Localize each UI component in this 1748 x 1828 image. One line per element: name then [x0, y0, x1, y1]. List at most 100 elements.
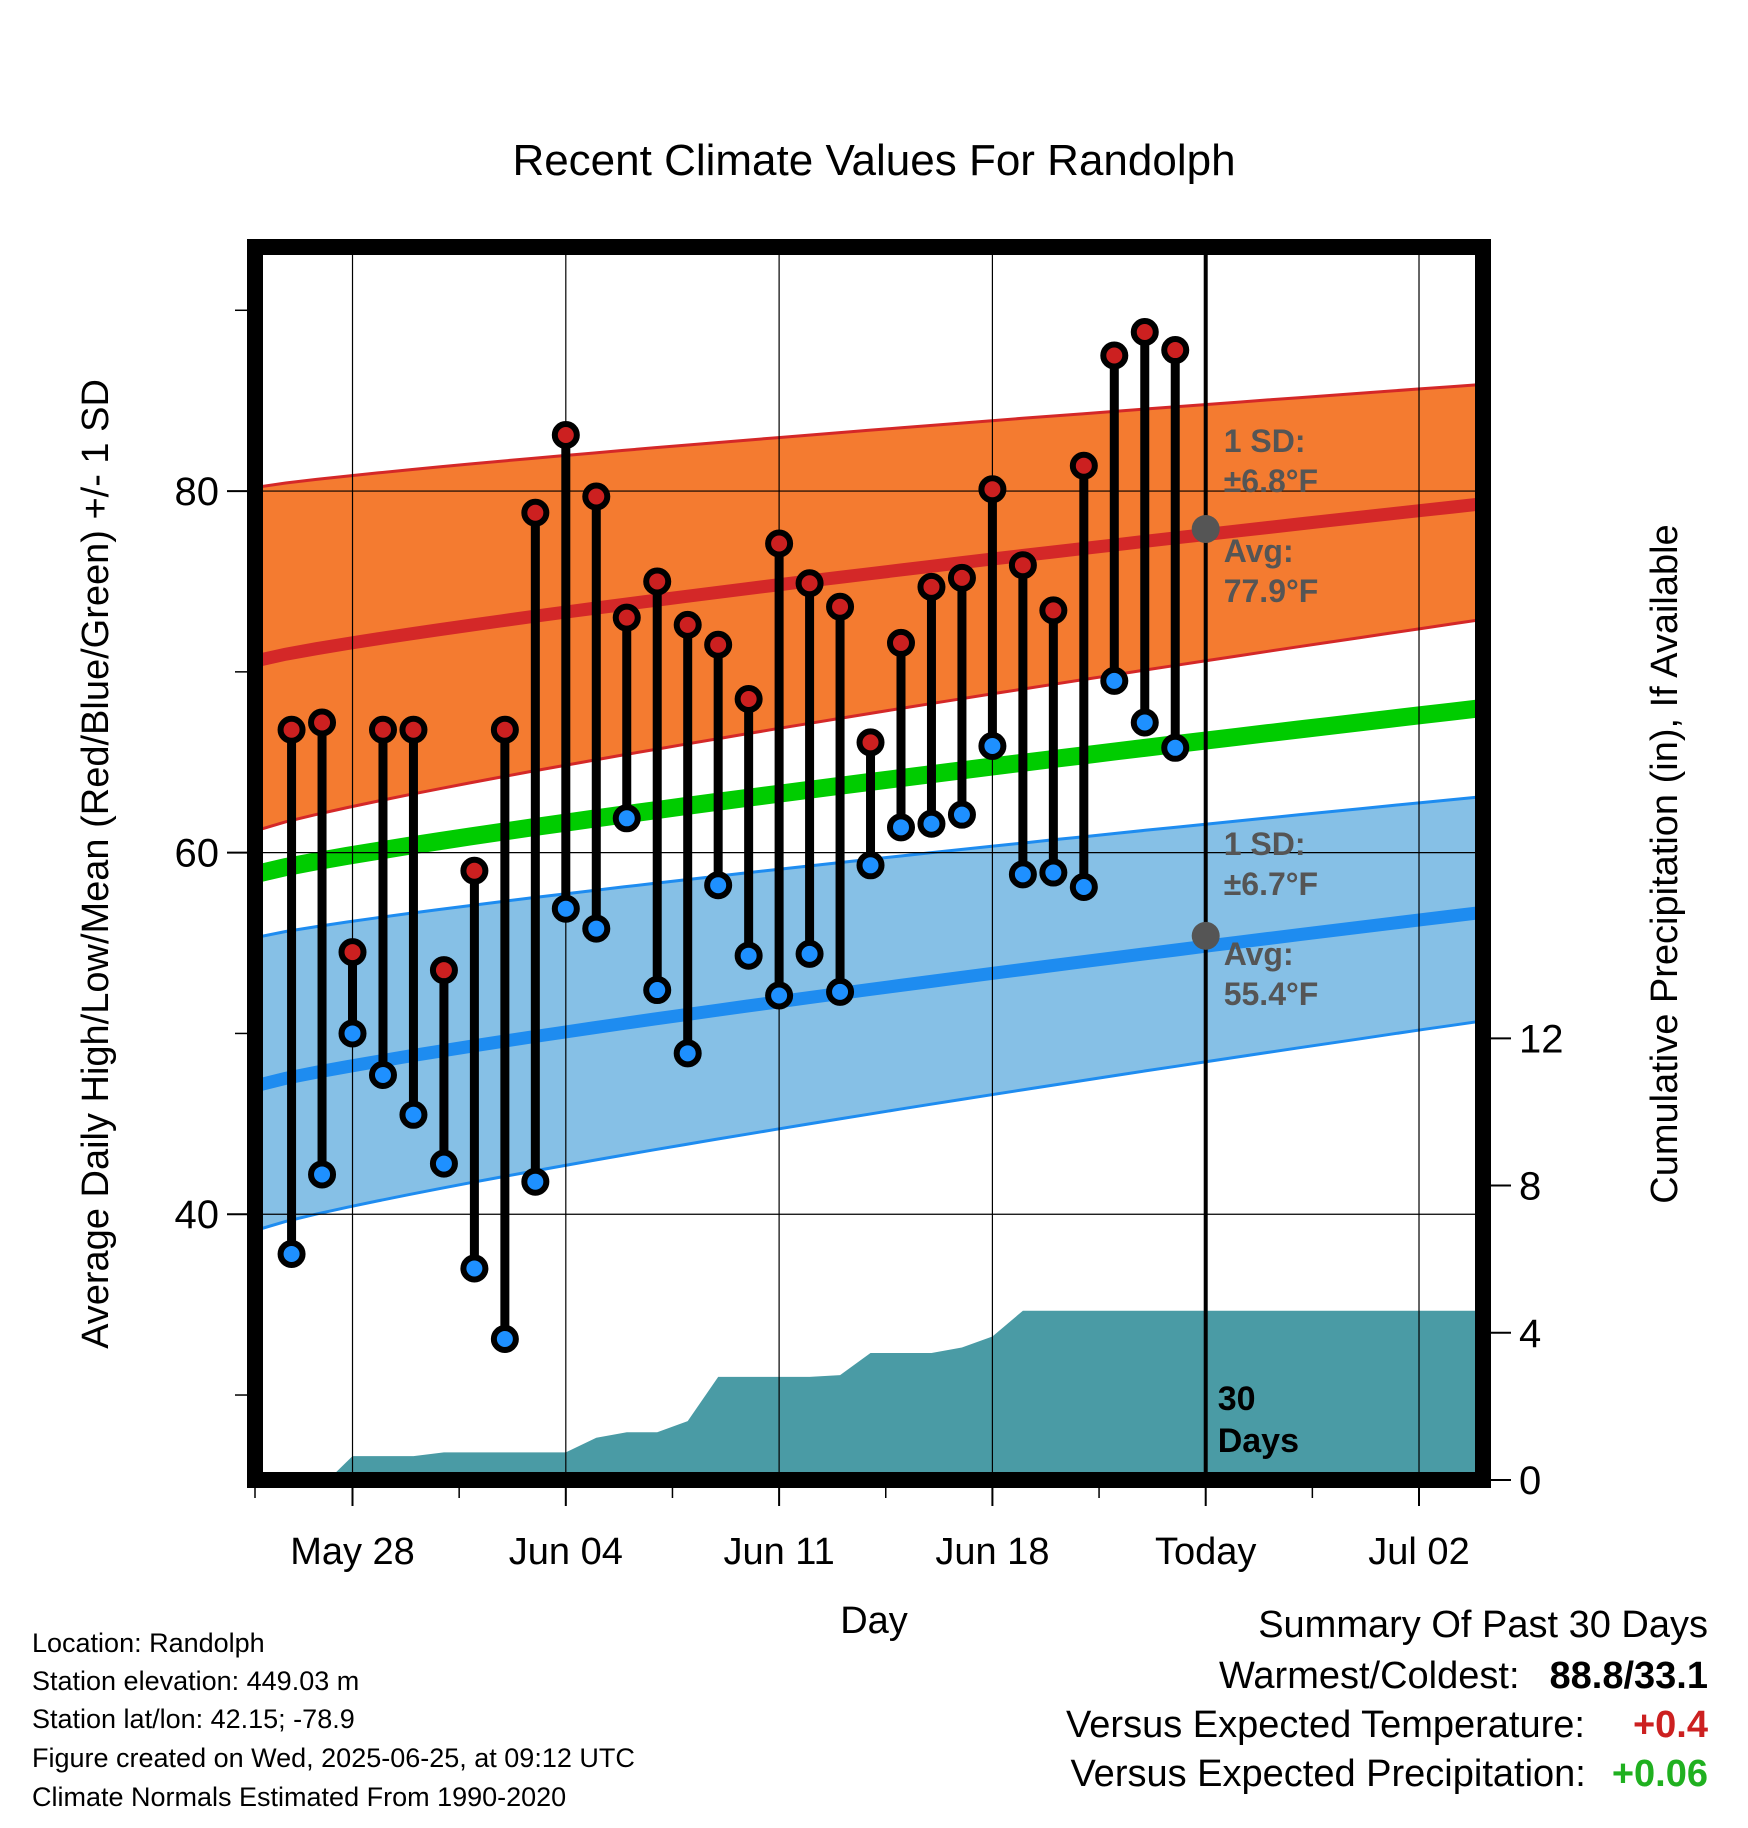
high-point — [338, 938, 367, 967]
x-tick-label: Jun 18 — [935, 1531, 1049, 1573]
y2-tick-label: 0 — [1519, 1459, 1541, 1503]
x-axis-label: Day — [840, 1600, 908, 1642]
low-point — [917, 809, 946, 838]
high-point — [460, 856, 489, 885]
y-tick-label: 80 — [175, 470, 220, 514]
low-point — [308, 1160, 337, 1189]
footer-created: Figure created on Wed, 2025-06-25, at 09… — [32, 1743, 635, 1773]
high-point — [643, 567, 672, 596]
low-point — [521, 1167, 550, 1196]
high-point — [1161, 336, 1190, 365]
high-point — [947, 563, 976, 592]
high-avg-label: Avg: — [1224, 533, 1294, 569]
high-point — [765, 529, 794, 558]
summary-warm-cold-value: 88.8/33.1 — [1549, 1655, 1708, 1697]
precipitation-area — [328, 1310, 1483, 1480]
x-tick-label: Jun 11 — [723, 1531, 834, 1573]
low-point — [490, 1324, 519, 1353]
footer-location: Location: Randolph — [32, 1628, 265, 1658]
summary-precip-value: +0.06 — [1611, 1753, 1708, 1795]
footer-latlon: Station lat/lon: 42.15; -78.9 — [32, 1704, 355, 1734]
y2-tick-label: 8 — [1519, 1165, 1541, 1209]
low-point — [1039, 858, 1068, 887]
low-point — [704, 871, 733, 900]
high-point — [1069, 451, 1098, 480]
low-sd-label: 1 SD: — [1224, 826, 1306, 862]
chart-title: Recent Climate Values For Randolph — [512, 136, 1235, 185]
low-sd-value: ±6.7°F — [1224, 866, 1318, 902]
high-point — [1100, 341, 1129, 370]
plot-area — [255, 247, 1483, 1480]
high-point — [673, 610, 702, 639]
high-point — [1008, 551, 1037, 580]
high-point — [368, 715, 397, 744]
low-avg-line — [255, 905, 1483, 1093]
high-point — [1130, 317, 1159, 346]
y-tick-label: 60 — [175, 832, 220, 876]
high-point — [1039, 596, 1068, 625]
low-point — [765, 981, 794, 1010]
low-point — [826, 977, 855, 1006]
y2-tick-label: 4 — [1519, 1312, 1541, 1356]
days-unit-label: Days — [1218, 1422, 1299, 1460]
low-point — [1008, 860, 1037, 889]
low-point — [1069, 873, 1098, 902]
x-tick-label: May 28 — [290, 1531, 415, 1573]
high-point — [795, 569, 824, 598]
summary-warm-cold-label: Warmest/Coldest: — [1218, 1655, 1520, 1697]
high-avg-line — [255, 497, 1483, 668]
high-point — [582, 482, 611, 511]
summary-warm-cold-row: Warmest/Coldest: 88.8/33.1 — [1219, 1655, 1708, 1698]
summary-precip-label: Versus Expected Precipitation: — [1070, 1753, 1586, 1795]
high-avg-value: 77.9°F — [1224, 573, 1319, 609]
high-sd-value: ±6.8°F — [1224, 463, 1318, 499]
low-point — [978, 731, 1007, 760]
low-avg-label: Avg: — [1224, 936, 1294, 972]
low-point — [399, 1100, 428, 1129]
high-point — [277, 715, 306, 744]
low-point — [643, 976, 672, 1005]
low-point — [551, 894, 580, 923]
low-point — [734, 941, 763, 970]
low-point — [673, 1039, 702, 1068]
high-point — [856, 728, 885, 757]
high-point — [704, 630, 733, 659]
days-count-label: 30 — [1218, 1380, 1256, 1418]
plot-frame — [247, 239, 1491, 1488]
high-sd-label: 1 SD: — [1224, 423, 1306, 459]
high-point — [551, 421, 580, 450]
low-point — [795, 939, 824, 968]
summary-precip-row: Versus Expected Precipitation: +0.06 — [1070, 1753, 1708, 1796]
low-point — [612, 804, 641, 833]
footer-elevation: Station elevation: 449.03 m — [32, 1666, 360, 1696]
footer-normals: Climate Normals Estimated From 1990-2020 — [32, 1782, 567, 1812]
x-tick-label: Jun 04 — [509, 1531, 623, 1573]
high-point — [978, 475, 1007, 504]
y2-tick-label: 12 — [1519, 1017, 1564, 1061]
low-point — [1161, 733, 1190, 762]
high-point — [612, 603, 641, 632]
low-point — [582, 914, 611, 943]
low-point — [1100, 666, 1129, 695]
summary-temp-label: Versus Expected Temperature: — [1066, 1704, 1585, 1746]
y-axis-label: Average Daily High/Low/Mean (Red/Blue/Gr… — [75, 379, 117, 1349]
today-low-avg-marker — [1191, 921, 1220, 950]
high-point — [886, 628, 915, 657]
high-point — [917, 572, 946, 601]
high-sd-band-upper-edge — [255, 382, 1483, 489]
today-high-avg-marker — [1191, 515, 1220, 544]
y2-axis-label: Cumulative Precipitation (in), If Availa… — [1644, 524, 1686, 1203]
high-point — [308, 708, 337, 737]
high-point — [490, 715, 519, 744]
low-point — [856, 851, 885, 880]
summary-temp-value: +0.4 — [1632, 1704, 1708, 1746]
high-point — [399, 715, 428, 744]
low-avg-value: 55.4°F — [1224, 976, 1319, 1012]
x-tick-label: Jul 02 — [1368, 1531, 1469, 1573]
low-point — [1130, 708, 1159, 737]
low-point — [947, 800, 976, 829]
low-point — [368, 1061, 397, 1090]
summary-title: Summary Of Past 30 Days — [1258, 1604, 1708, 1646]
low-point — [338, 1019, 367, 1048]
